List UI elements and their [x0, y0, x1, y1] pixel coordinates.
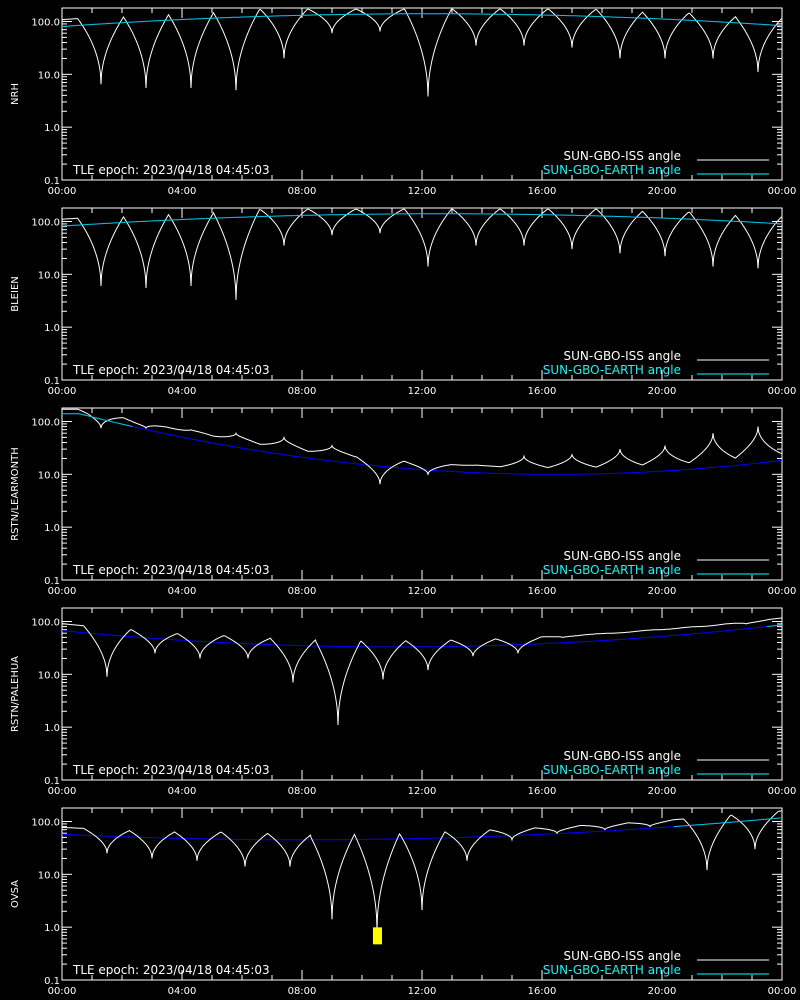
station-label: RSTN/LEARMONTH — [10, 447, 21, 541]
y-tick-label: 1.0 — [44, 523, 60, 534]
panel-ovsa: 0.1 1.0 10.0 100.0 00:00 04:00 08:00 12:00 16:00… — [10, 807, 797, 997]
y-tick-label: 10.0 — [38, 70, 60, 81]
tle-epoch-text: TLE epoch: 2023/04/18 04:45:03 — [72, 763, 270, 777]
station-label: RSTN/PALEHUA — [10, 656, 21, 732]
x-tick-label: 04:00 — [168, 786, 197, 797]
x-tick-label: 20:00 — [648, 386, 677, 397]
station-label: OVSA — [10, 880, 21, 908]
iss-angle-line — [62, 408, 783, 485]
x-tick-label: 12:00 — [408, 186, 437, 197]
x-tick-label: 00:00 — [768, 586, 797, 597]
y-tick-label: 10.0 — [38, 870, 60, 881]
station-label: NRH — [10, 83, 21, 105]
y-tick-label: 100.0 — [31, 417, 60, 428]
y-tick-label: 0.1 — [44, 976, 60, 987]
y-tick-label: 0.1 — [44, 576, 60, 587]
y-tick-label: 1.0 — [44, 123, 60, 134]
x-tick-label: 00:00 — [48, 586, 77, 597]
x-tick-label: 00:00 — [48, 186, 77, 197]
y-tick-label: 1.0 — [44, 923, 60, 934]
tle-epoch-text: TLE epoch: 2023/04/18 04:45:03 — [72, 163, 270, 177]
legend-iss-label: SUN-GBO-ISS angle — [564, 549, 681, 563]
x-tick-label: 00:00 — [768, 386, 797, 397]
x-tick-label: 12:00 — [408, 586, 437, 597]
x-tick-label: 00:00 — [48, 786, 77, 797]
iss-angle-line — [62, 8, 782, 97]
earth-angle-line — [62, 413, 783, 475]
tle-epoch-text: TLE epoch: 2023/04/18 04:45:03 — [72, 363, 270, 377]
x-tick-label: 12:00 — [408, 386, 437, 397]
station-label: BLEIEN — [10, 276, 21, 312]
y-tick-label: 100.0 — [31, 17, 60, 28]
earth-angle-high-segment — [61, 213, 783, 227]
x-tick-label: 04:00 — [168, 186, 197, 197]
legend-iss-label: SUN-GBO-ISS angle — [564, 149, 681, 163]
x-tick-label: 08:00 — [288, 386, 317, 397]
y-tick-label: 10.0 — [38, 270, 60, 281]
iss-angle-line — [62, 617, 782, 726]
y-tick-label: 1.0 — [44, 323, 60, 334]
y-tick-label: 10.0 — [38, 470, 60, 481]
earth-angle-high-segment — [673, 817, 783, 828]
y-tick-label: 0.1 — [44, 176, 60, 187]
x-tick-label: 12:00 — [408, 986, 437, 997]
y-tick-label: 100.0 — [31, 617, 60, 628]
x-tick-label: 16:00 — [528, 186, 557, 197]
legend-earth-label: SUN-GBO-EARTH angle — [543, 563, 681, 577]
earth-angle-line — [61, 624, 783, 648]
legend-earth-label: SUN-GBO-EARTH angle — [543, 763, 681, 777]
legend-earth-label: SUN-GBO-EARTH angle — [543, 163, 681, 177]
x-tick-label: 08:00 — [288, 986, 317, 997]
panel-nrh: 0.1 1.0 10.0 100.0 00:00 04:00 08:00 12:00 16:00… — [10, 7, 797, 197]
x-tick-label: 04:00 — [168, 386, 197, 397]
x-tick-label: 04:00 — [168, 586, 197, 597]
panel-rstn-learmonth: 0.1 1.0 10.0 100.0 00:00 04:00 08:00 12:00 16:00… — [10, 407, 797, 597]
legend-earth-label: SUN-GBO-EARTH angle — [543, 963, 681, 977]
x-tick-label: 12:00 — [408, 786, 437, 797]
x-tick-label: 00:00 — [768, 786, 797, 797]
y-tick-label: 0.1 — [44, 376, 60, 387]
x-tick-label: 08:00 — [288, 786, 317, 797]
legend-earth-label: SUN-GBO-EARTH angle — [543, 363, 681, 377]
x-tick-label: 00:00 — [48, 986, 77, 997]
y-tick-label: 1.0 — [44, 723, 60, 734]
x-tick-label: 04:00 — [168, 986, 197, 997]
x-tick-label: 16:00 — [528, 586, 557, 597]
event-marker — [373, 927, 382, 945]
x-tick-label: 08:00 — [288, 586, 317, 597]
legend-iss-label: SUN-GBO-ISS angle — [564, 749, 681, 763]
x-tick-label: 16:00 — [528, 986, 557, 997]
y-tick-label: 100.0 — [31, 817, 60, 828]
earth-angle-high-segment — [766, 624, 783, 627]
legend-iss-label: SUN-GBO-ISS angle — [564, 949, 681, 963]
iss-angle-line — [62, 208, 782, 300]
earth-angle-high-segment — [62, 413, 133, 427]
x-tick-label: 20:00 — [648, 786, 677, 797]
x-tick-label: 20:00 — [648, 586, 677, 597]
legend-iss-label: SUN-GBO-ISS angle — [564, 349, 681, 363]
x-tick-label: 08:00 — [288, 186, 317, 197]
x-tick-label: 20:00 — [648, 986, 677, 997]
y-tick-label: 0.1 — [44, 776, 60, 787]
x-tick-label: 00:00 — [48, 386, 77, 397]
y-tick-label: 100.0 — [31, 217, 60, 228]
earth-angle-high-segment — [61, 13, 783, 27]
tle-epoch-text: TLE epoch: 2023/04/18 04:45:03 — [72, 963, 270, 977]
tle-epoch-text: TLE epoch: 2023/04/18 04:45:03 — [72, 563, 270, 577]
x-tick-label: 00:00 — [768, 186, 797, 197]
x-tick-label: 00:00 — [768, 986, 797, 997]
iss-angle-line — [62, 810, 782, 930]
x-tick-label: 16:00 — [528, 386, 557, 397]
y-tick-label: 10.0 — [38, 670, 60, 681]
panel-bleien: 0.1 1.0 10.0 100.0 00:00 04:00 08:00 12:00 16:00… — [10, 207, 797, 397]
x-tick-label: 16:00 — [528, 786, 557, 797]
panel-rstn-palehua: 0.1 1.0 10.0 100.0 00:00 04:00 08:00 12:00 16:00… — [10, 607, 797, 797]
x-tick-label: 20:00 — [648, 186, 677, 197]
earth-angle-line — [61, 817, 783, 841]
